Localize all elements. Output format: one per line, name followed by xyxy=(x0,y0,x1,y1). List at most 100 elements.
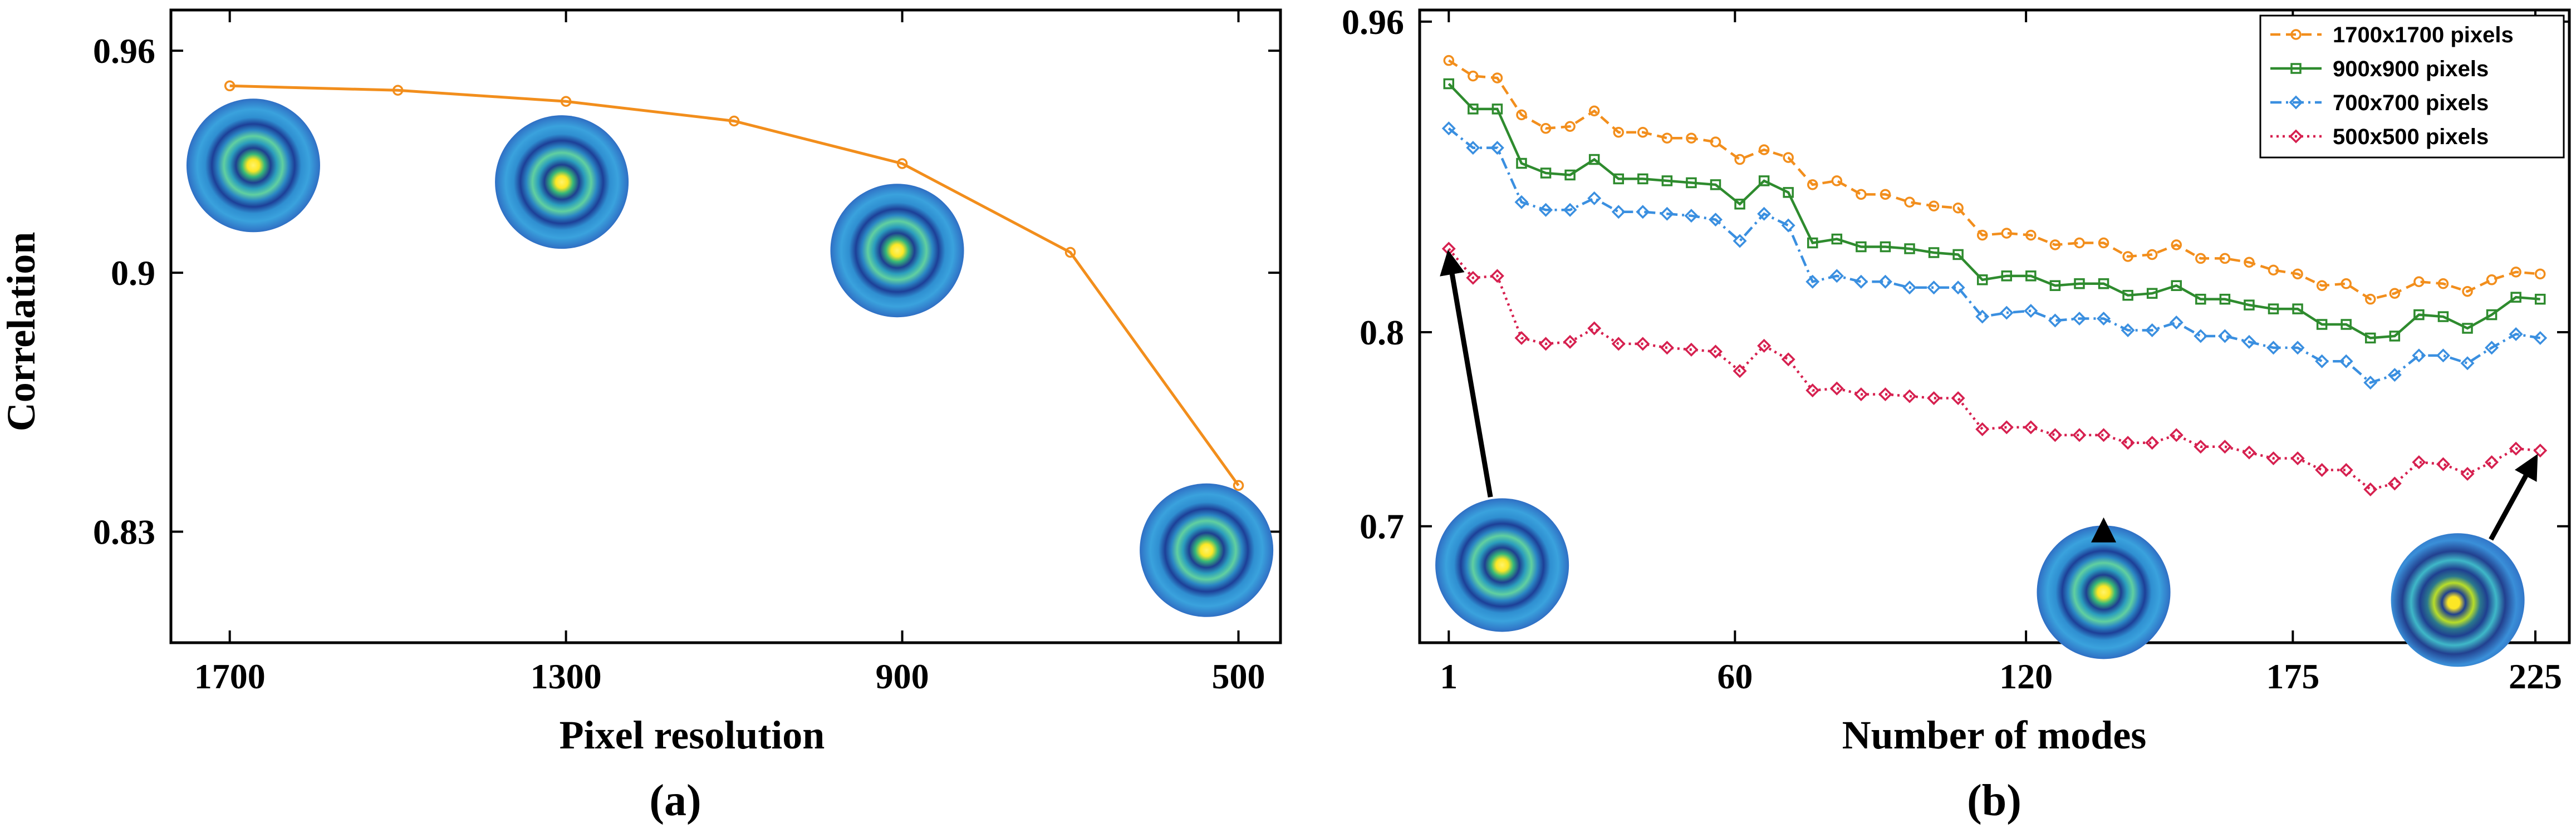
data-point-b xyxy=(2122,289,2133,301)
data-point-b xyxy=(1466,270,1480,285)
data-point-b xyxy=(2510,267,2521,278)
data-point-b xyxy=(2048,313,2062,328)
data-point-b xyxy=(1927,391,1941,406)
x-axis-title-a: Pixel resolution xyxy=(560,713,825,757)
data-point-b xyxy=(2365,332,2376,344)
data-point-b xyxy=(1831,175,1843,186)
ring-beam-icon xyxy=(830,184,964,318)
data-point-b xyxy=(2460,467,2475,481)
data-point-b xyxy=(2365,293,2376,305)
data-point-b xyxy=(1952,249,1964,260)
series-line-b xyxy=(1448,127,2541,385)
series-marks-b xyxy=(1441,55,2548,496)
data-point-b xyxy=(2437,311,2449,322)
data-point-b xyxy=(2315,354,2329,368)
data-point-b xyxy=(1904,243,1915,254)
data-point-b xyxy=(1588,105,1600,117)
data-point-b xyxy=(2048,428,2062,442)
data-point-b xyxy=(2510,292,2521,303)
ring-beam-icon xyxy=(186,98,320,233)
data-point-b xyxy=(1902,389,1917,403)
series-line-b xyxy=(1448,82,2540,339)
data-point-b xyxy=(2316,319,2328,330)
data-point-b xyxy=(1783,187,1794,198)
data-point-b xyxy=(1928,200,1940,212)
data-point-b xyxy=(2219,253,2231,264)
data-point-b xyxy=(1587,321,1602,336)
data-point-b xyxy=(2194,440,2208,454)
data-point-b xyxy=(1637,173,1648,185)
pointer-arrow xyxy=(1440,249,1493,498)
data-point-b xyxy=(2389,331,2401,342)
data-point-b xyxy=(1466,141,1480,155)
ring-beam-icon xyxy=(2037,525,2171,659)
data-point-b xyxy=(2460,356,2475,371)
legend-box xyxy=(2259,14,2565,159)
data-point-b xyxy=(2024,304,2038,318)
data-point-b xyxy=(1587,191,1602,205)
data-point-b xyxy=(2339,463,2353,477)
data-point-b xyxy=(1805,383,1820,398)
data-point-b xyxy=(2049,239,2061,250)
data-point-b xyxy=(1805,274,1820,289)
data-point-b xyxy=(2025,229,2037,241)
data-point-b xyxy=(2412,348,2426,363)
data-point-b xyxy=(1854,387,1868,402)
data-point-a xyxy=(896,158,908,169)
data-point-b xyxy=(2341,319,2352,330)
data-point-b xyxy=(2242,334,2256,349)
legend-marker xyxy=(2290,63,2302,74)
data-point-b xyxy=(2485,341,2499,355)
data-point-b xyxy=(2121,436,2135,450)
data-point-b xyxy=(2363,376,2378,390)
data-point-b xyxy=(2171,280,2182,292)
data-point-a xyxy=(1064,247,1076,258)
data-point-b xyxy=(2194,329,2208,343)
data-point-b xyxy=(2387,476,2402,491)
y-tick-label-a: 0.96 xyxy=(93,31,155,71)
data-point-b xyxy=(1441,121,1456,136)
y-axis-title-a: Correlation xyxy=(0,232,43,432)
data-point-b xyxy=(2266,451,2280,466)
data-point-b xyxy=(1758,175,1770,186)
data-point-b xyxy=(2436,457,2450,471)
data-point-b xyxy=(2266,341,2280,355)
data-point-b xyxy=(2145,436,2160,450)
data-point-b xyxy=(1880,189,1891,200)
data-point-b xyxy=(2363,482,2378,496)
data-point-b xyxy=(1710,179,1721,190)
data-point-b xyxy=(1490,269,1504,283)
legend-marker xyxy=(2289,95,2303,110)
panel-b: 1 60 120 175 225 0.96 0.8 0.7 Number of modes (… xyxy=(1342,2,2571,825)
data-point-a xyxy=(1233,480,1244,491)
data-point-a xyxy=(728,115,740,127)
x-tick-label-a: 500 xyxy=(1212,657,1265,696)
data-point-b xyxy=(1856,241,1867,253)
data-point-b xyxy=(2098,237,2109,249)
data-point-b xyxy=(1709,344,1723,359)
data-point-b xyxy=(2533,331,2548,345)
data-point-b xyxy=(2122,251,2133,262)
data-point-b xyxy=(2341,278,2352,289)
data-point-b xyxy=(1880,241,1891,253)
data-point-b xyxy=(2001,228,2013,239)
data-point-b xyxy=(1781,352,1795,367)
data-point-b xyxy=(1661,175,1673,186)
x-tick-label-b: 60 xyxy=(1717,657,1753,696)
data-point-b xyxy=(1951,391,1965,406)
legend-label: 500x500 pixels xyxy=(2333,125,2489,149)
data-point-b xyxy=(1999,305,2014,320)
data-point-b xyxy=(1491,103,1503,115)
data-point-b xyxy=(1516,109,1527,121)
plot-frame-a xyxy=(169,8,1282,644)
data-point-b xyxy=(2462,285,2473,297)
data-point-b xyxy=(1952,202,1964,214)
x-tick-label-b: 225 xyxy=(2509,657,2562,696)
data-point-b xyxy=(2413,276,2425,288)
data-point-b xyxy=(1514,331,1529,345)
data-point-b xyxy=(1443,78,1455,90)
ring-beam-icon xyxy=(495,115,629,249)
data-point-b xyxy=(2436,348,2450,363)
data-point-b xyxy=(2292,268,2303,280)
